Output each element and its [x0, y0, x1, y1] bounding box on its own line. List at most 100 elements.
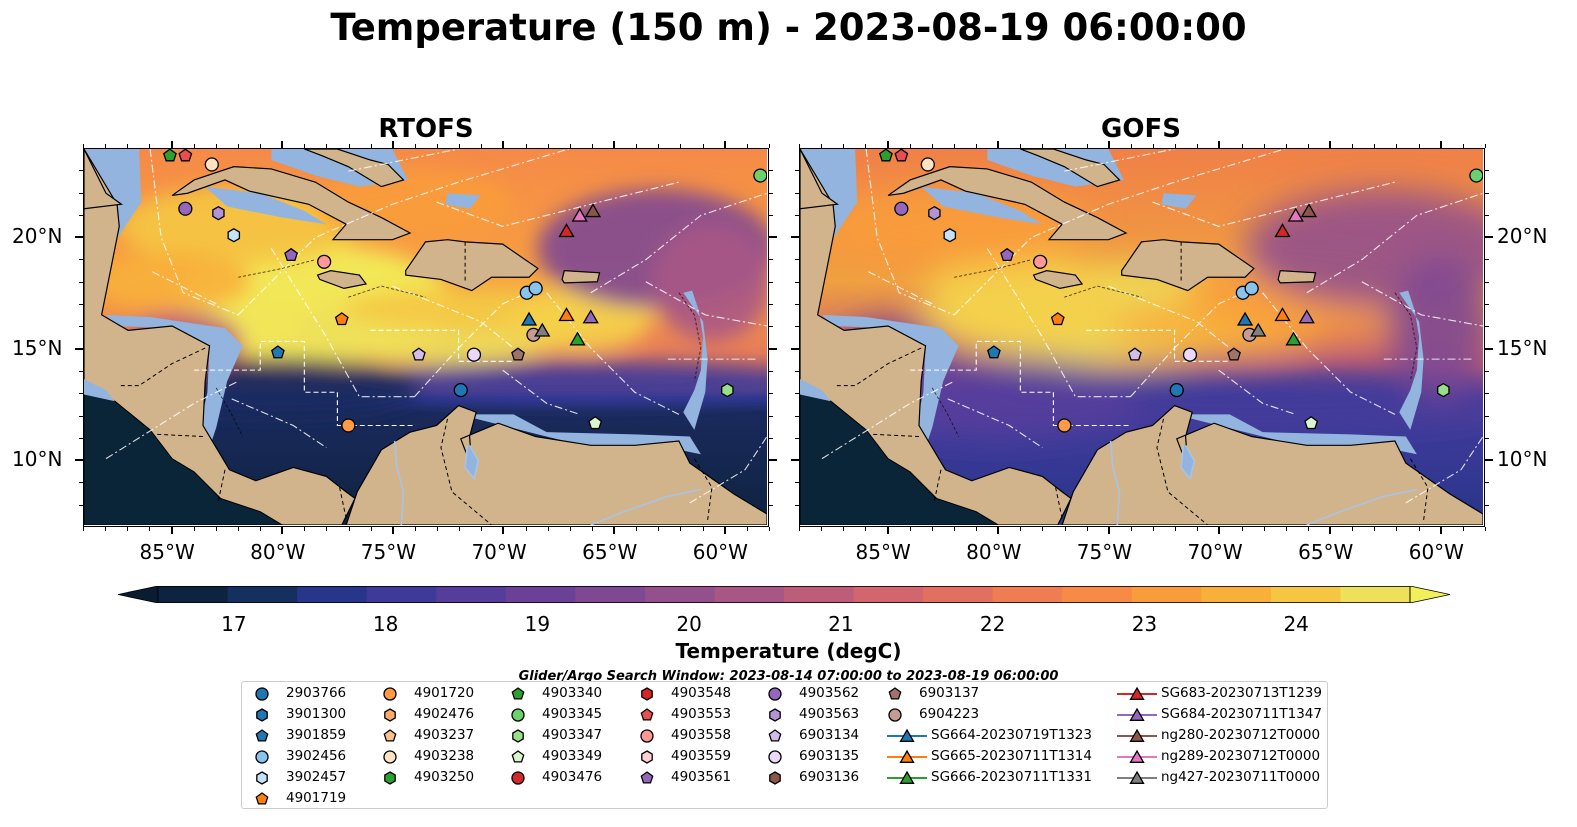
minor-tick — [79, 304, 83, 306]
minor-tick — [680, 527, 682, 531]
minor-tick — [931, 527, 933, 531]
minor-tick — [79, 482, 83, 484]
lon-tick-mark — [1329, 527, 1332, 534]
legend-label: ng280-20230712T0000 — [1161, 727, 1321, 743]
minor-tick — [79, 415, 83, 417]
minor-tick — [215, 527, 217, 531]
minor-tick — [83, 144, 84, 148]
minor-tick — [769, 527, 770, 531]
minor-tick — [821, 144, 823, 148]
minor-tick — [865, 527, 867, 531]
marker-SG684-20230711T1347 — [582, 309, 599, 324]
lon-tick-mark — [997, 141, 1000, 148]
lon-tick-label: 65°W — [582, 540, 638, 564]
legend-label: 4903562 — [799, 685, 860, 701]
colorbar-segment — [1131, 586, 1202, 603]
legend-label: 4903476 — [542, 769, 603, 785]
colorbar-segment — [158, 586, 229, 603]
marker-4903562 — [894, 201, 909, 216]
minor-tick — [83, 527, 84, 531]
legend-marker-icon — [383, 729, 397, 742]
legend-label: 4903238 — [414, 748, 475, 764]
lon-tick-label: 85°W — [139, 540, 195, 564]
lon-tick-mark — [723, 141, 726, 148]
lon-tick-label: 80°W — [250, 540, 306, 564]
legend-label: 6903136 — [799, 769, 860, 785]
lat-tick-label: 20°N — [12, 224, 63, 249]
minor-tick — [658, 144, 660, 148]
minor-tick — [237, 144, 239, 148]
legend-label: 4902476 — [414, 706, 475, 722]
lat-tick-label: 15°N — [1497, 335, 1548, 360]
minor-tick — [1020, 527, 1022, 531]
lon-tick-mark — [1329, 141, 1332, 148]
legend-marker-icon — [1117, 749, 1157, 763]
colorbar-segment — [297, 586, 368, 603]
legend-marker-icon — [384, 708, 396, 722]
lon-tick-mark — [170, 141, 173, 148]
lon-tick-label: 85°W — [855, 540, 911, 564]
legend-marker-icon — [1117, 707, 1157, 721]
legend-marker-icon — [640, 708, 654, 721]
lat-tick-mark — [1485, 459, 1493, 462]
minor-tick — [260, 144, 262, 148]
legend-marker-icon — [1117, 728, 1157, 742]
marker-4903347 — [1437, 382, 1450, 398]
minor-tick — [746, 144, 748, 148]
marker-4903238 — [920, 157, 935, 172]
minor-tick — [769, 192, 773, 194]
legend-label: 6903135 — [799, 748, 860, 764]
lat-tick-label: 20°N — [1497, 224, 1548, 249]
marker-4901719 — [1050, 312, 1065, 326]
marker-ng280-20230712T0000 — [584, 203, 602, 218]
marker-4903562 — [178, 201, 193, 216]
legend-marker-icon — [641, 687, 653, 701]
map-panel-gofs[interactable] — [799, 148, 1485, 527]
legend-marker-icon — [641, 750, 653, 764]
minor-tick — [795, 281, 799, 283]
legend-label: 4903237 — [414, 727, 475, 743]
land-areas — [84, 149, 767, 525]
minor-tick — [769, 370, 773, 372]
minor-tick — [795, 393, 799, 395]
lon-tick-mark — [886, 527, 889, 534]
legend-label: SG664-20230719T1323 — [931, 727, 1092, 743]
map-panel-rtofs[interactable] — [83, 148, 769, 527]
legend-marker-icon — [511, 771, 525, 785]
minor-tick — [1307, 144, 1309, 148]
minor-tick — [79, 393, 83, 395]
minor-tick — [370, 144, 372, 148]
legend-marker-icon — [511, 708, 525, 722]
float-markers — [162, 149, 767, 433]
colorbar-extend-high — [1409, 586, 1450, 603]
minor-tick — [1153, 144, 1155, 148]
lon-tick-mark — [1218, 141, 1221, 148]
minor-tick — [1485, 393, 1489, 395]
lon-tick-mark — [886, 141, 889, 148]
colorbar — [118, 586, 1450, 603]
minor-tick — [821, 527, 823, 531]
minor-tick — [414, 527, 416, 531]
legend-label: ng427-20230711T0000 — [1161, 769, 1321, 785]
marker-4903340 — [162, 149, 177, 162]
colorbar-segment — [436, 586, 507, 603]
legend-label: SG684-20230711T1347 — [1161, 706, 1322, 722]
minor-tick — [1485, 326, 1489, 328]
minor-tick — [1485, 281, 1489, 283]
marker-6903137 — [511, 347, 525, 361]
minor-tick — [1485, 144, 1486, 148]
minor-tick — [260, 527, 262, 531]
marker-SG664-20230719T1323 — [1236, 311, 1254, 326]
minor-tick — [769, 259, 773, 261]
minor-tick — [680, 144, 682, 148]
minor-tick — [79, 370, 83, 372]
lat-tick-mark — [791, 347, 799, 350]
minor-tick — [525, 144, 527, 148]
legend-label: 3901300 — [286, 706, 347, 722]
lon-tick-mark — [391, 141, 394, 148]
float-markers — [878, 149, 1483, 433]
marker-ng289-20230712T0000 — [571, 207, 588, 222]
lon-tick-mark — [1218, 527, 1221, 534]
minor-tick — [1020, 144, 1022, 148]
minor-tick — [1396, 527, 1398, 531]
